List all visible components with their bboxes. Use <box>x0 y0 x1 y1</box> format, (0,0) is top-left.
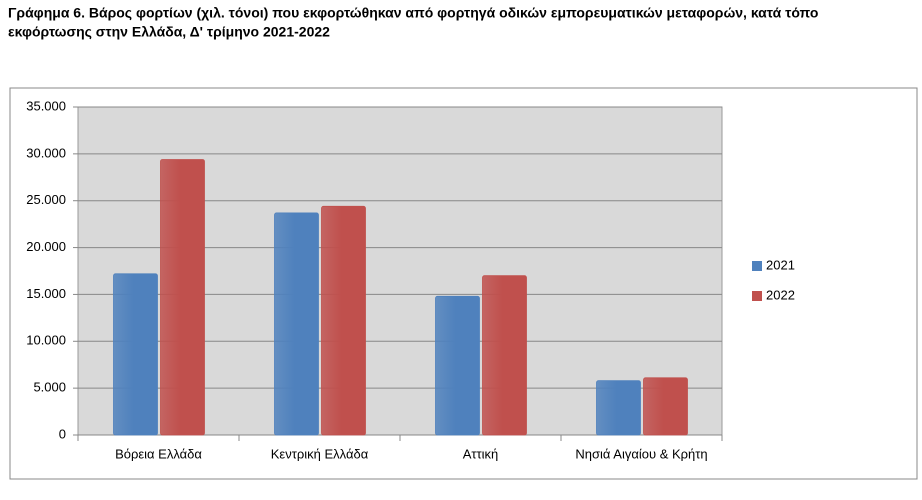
bar <box>482 275 527 436</box>
y-tick-label: 10.000 <box>26 333 66 348</box>
legend-label: 2022 <box>766 287 795 302</box>
legend-label: 2021 <box>766 257 795 272</box>
bar <box>596 380 641 436</box>
y-tick-label: 5.000 <box>33 380 66 395</box>
legend-swatch <box>752 291 762 301</box>
chart-title: εκφόρτωσης στην Ελλάδα, Δ' τρίμηνο 2021-… <box>8 24 330 40</box>
chart-title: Γράφημα 6. Βάρος φορτίων (χιλ. τόνοι) πο… <box>8 5 818 21</box>
bar <box>113 273 158 436</box>
y-tick-label: 0 <box>59 426 66 441</box>
x-tick-label: Αττική <box>463 446 499 461</box>
y-tick-label: 20.000 <box>26 239 66 254</box>
x-tick-label: Νησιά Αιγαίου & Κρήτη <box>575 446 707 461</box>
y-tick-label: 30.000 <box>26 145 66 160</box>
y-tick-label: 35.000 <box>26 98 66 113</box>
bar <box>160 159 205 436</box>
y-tick-label: 25.000 <box>26 192 66 207</box>
y-tick-label: 15.000 <box>26 286 66 301</box>
bar <box>643 377 688 436</box>
bar <box>321 205 366 436</box>
bar <box>274 212 319 436</box>
bar <box>435 295 480 436</box>
legend-swatch <box>752 261 762 271</box>
x-tick-label: Βόρεια Ελλάδα <box>115 446 202 461</box>
x-tick-label: Κεντρική Ελλάδα <box>271 446 369 461</box>
